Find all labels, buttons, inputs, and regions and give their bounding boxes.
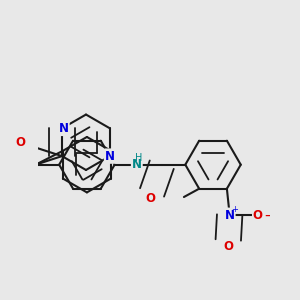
Text: O: O: [16, 136, 26, 149]
Text: O: O: [223, 240, 233, 253]
Text: N: N: [58, 122, 68, 135]
Text: -: -: [264, 208, 270, 223]
Text: O: O: [146, 192, 155, 205]
Text: +: +: [232, 205, 238, 214]
Text: N: N: [225, 208, 235, 221]
Text: O: O: [253, 208, 263, 221]
Text: H: H: [135, 153, 143, 163]
Text: N: N: [132, 158, 142, 171]
Text: N: N: [105, 150, 115, 163]
